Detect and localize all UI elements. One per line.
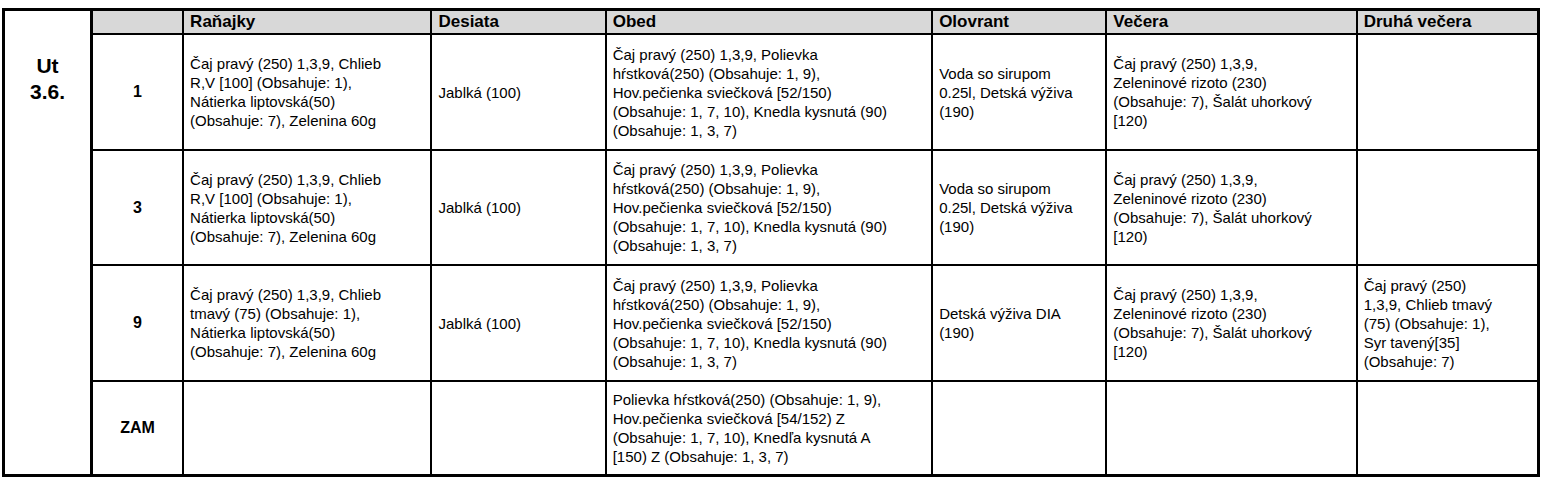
- cell-9-olovrant: Detská výživa DIA (190): [932, 265, 1106, 381]
- cell-3-obed: Čaj pravý (250) 1,3,9, Polievka hŕstková…: [606, 150, 932, 265]
- cell-zam-druha-vecera: [1357, 381, 1537, 474]
- cell-3-olovrant: Voda so sirupom 0.25l, Detská výživa (19…: [932, 150, 1106, 265]
- cell-9-ranajky: Čaj pravý (250) 1,3,9, Chlieb tmavý (75)…: [183, 265, 431, 381]
- row-label-9: 9: [93, 265, 183, 381]
- cell-1-obed: Čaj pravý (250) 1,3,9, Polievka hŕstková…: [606, 34, 932, 150]
- cell-3-ranajky: Čaj pravý (250) 1,3,9, Chlieb R,V [100] …: [183, 150, 431, 265]
- cell-zam-desiata: [431, 381, 605, 474]
- diet-row-zam: ZAM Polievka hŕstková(250) (Obsahuje: 1,…: [93, 381, 1537, 474]
- diet-row-3: 3 Čaj pravý (250) 1,3,9, Chlieb R,V [100…: [93, 150, 1537, 265]
- cell-zam-vecera: [1106, 381, 1356, 474]
- day-abbr: Ut: [5, 53, 90, 79]
- daily-meal-plan-table: Ut 3.6. Raňajky Desiata Obed Olovrant Ve…: [2, 8, 1540, 477]
- row-label-zam: ZAM: [93, 381, 183, 474]
- cell-9-druha-vecera: Čaj pravý (250) 1,3,9, Chlieb tmavý (75)…: [1357, 265, 1537, 381]
- cell-9-desiata: Jablká (100): [431, 265, 605, 381]
- cell-3-vecera: Čaj pravý (250) 1,3,9, Zeleninové rizoto…: [1106, 150, 1356, 265]
- meal-table: Raňajky Desiata Obed Olovrant Večera Dru…: [93, 11, 1537, 474]
- cell-1-desiata: Jablká (100): [431, 34, 605, 150]
- header-row: Raňajky Desiata Obed Olovrant Večera Dru…: [93, 11, 1537, 34]
- col-header-obed: Obed: [606, 11, 932, 34]
- row-label-3: 3: [93, 150, 183, 265]
- cell-1-olovrant: Voda so sirupom 0.25l, Detská výživa (19…: [932, 34, 1106, 150]
- cell-zam-olovrant: [932, 381, 1106, 474]
- cell-1-vecera: Čaj pravý (250) 1,3,9, Zeleninové rizoto…: [1106, 34, 1356, 150]
- header-empty-cell: [93, 11, 183, 34]
- col-header-druha-vecera: Druhá večera: [1357, 11, 1537, 34]
- cell-1-ranajky: Čaj pravý (250) 1,3,9, Chlieb R,V [100] …: [183, 34, 431, 150]
- cell-9-vecera: Čaj pravý (250) 1,3,9, Zeleninové rizoto…: [1106, 265, 1356, 381]
- col-header-olovrant: Olovrant: [932, 11, 1106, 34]
- cell-9-obed: Čaj pravý (250) 1,3,9, Polievka hŕstková…: [606, 265, 932, 381]
- cell-3-druha-vecera: [1357, 150, 1537, 265]
- col-header-desiata: Desiata: [431, 11, 605, 34]
- cell-1-druha-vecera: [1357, 34, 1537, 150]
- col-header-vecera: Večera: [1106, 11, 1356, 34]
- cell-zam-obed: Polievka hŕstková(250) (Obsahuje: 1, 9),…: [606, 381, 932, 474]
- diet-row-1: 1 Čaj pravý (250) 1,3,9, Chlieb R,V [100…: [93, 34, 1537, 150]
- day-label: Ut 3.6.: [5, 11, 93, 474]
- cell-3-desiata: Jablká (100): [431, 150, 605, 265]
- cell-zam-ranajky: [183, 381, 431, 474]
- col-header-ranajky: Raňajky: [183, 11, 431, 34]
- row-label-1: 1: [93, 34, 183, 150]
- day-date: 3.6.: [5, 79, 90, 105]
- diet-row-9: 9 Čaj pravý (250) 1,3,9, Chlieb tmavý (7…: [93, 265, 1537, 381]
